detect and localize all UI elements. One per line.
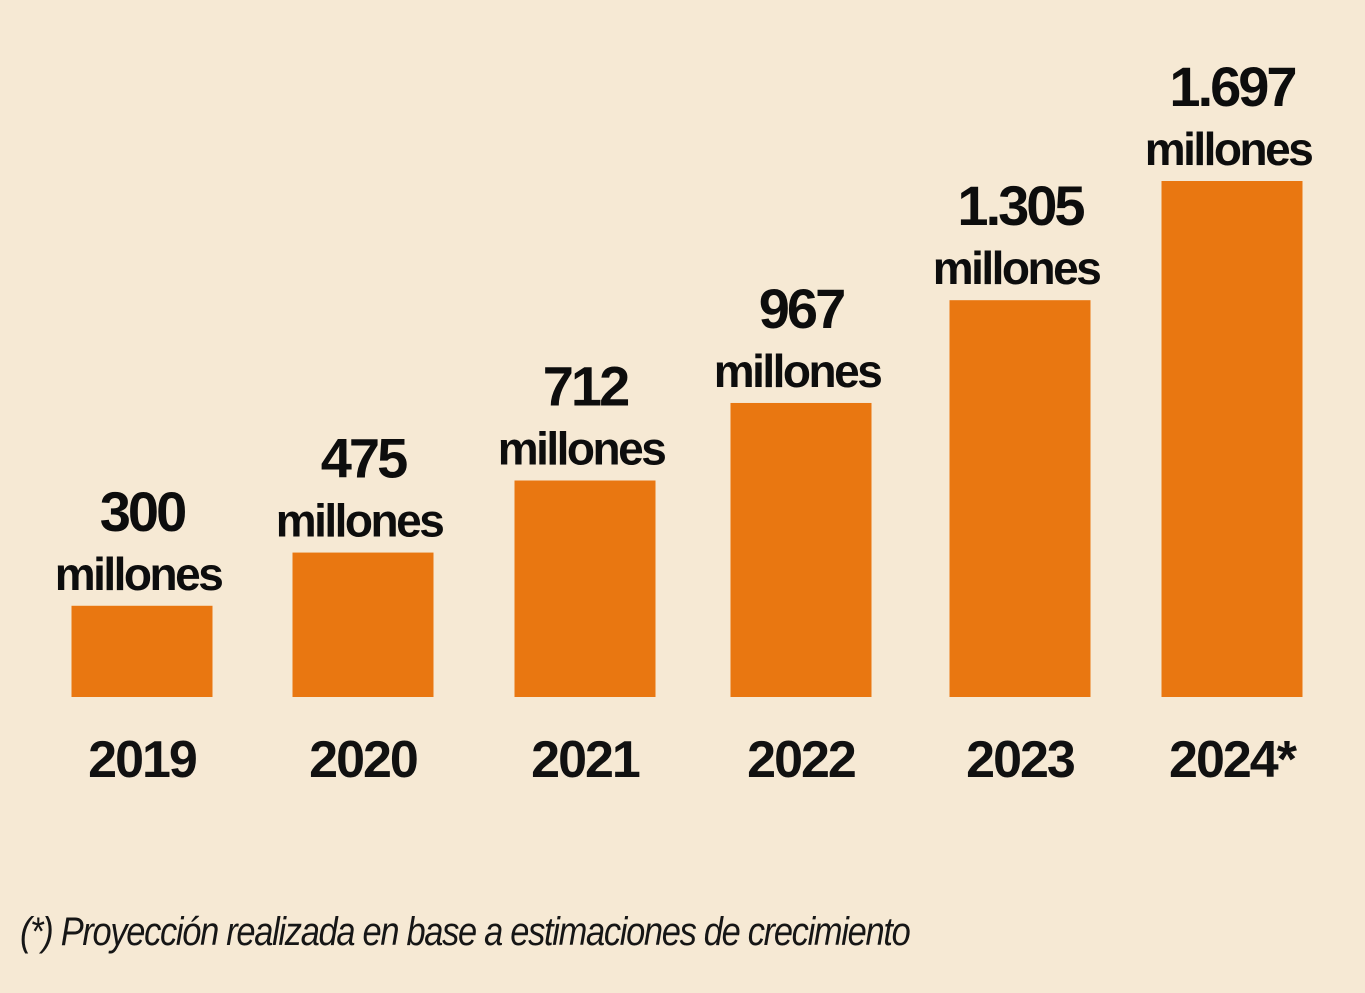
x-tick-label: 2019 [88, 731, 196, 789]
x-tick-label: 2023 [966, 731, 1075, 789]
value-label: 967 [759, 277, 844, 340]
unit-label: millones [55, 548, 223, 600]
unit-label: millones [498, 423, 666, 475]
x-tick-label: 2022 [747, 731, 855, 789]
x-tick-label: 2024* [1169, 731, 1298, 789]
bar-2021 [514, 480, 656, 697]
value-label: 475 [321, 427, 407, 490]
bar-2019 [71, 605, 213, 697]
unit-label: millones [933, 242, 1101, 294]
value-label: 300 [100, 480, 185, 543]
unit-label: millones [714, 345, 882, 397]
bar-2022 [730, 402, 872, 697]
unit-label: millones [276, 495, 444, 547]
bar-2024 [1161, 181, 1303, 697]
footnote: (*) Proyección realizada en base a estim… [20, 910, 911, 954]
bar-2023 [949, 300, 1091, 697]
value-label: 1.697 [1169, 55, 1295, 118]
value-label: 712 [543, 355, 628, 418]
bar-2020 [292, 552, 434, 697]
value-label: 1.305 [957, 174, 1084, 237]
x-tick-label: 2020 [309, 731, 417, 789]
x-tick-label: 2021 [531, 731, 640, 789]
unit-label: millones [1145, 123, 1313, 175]
